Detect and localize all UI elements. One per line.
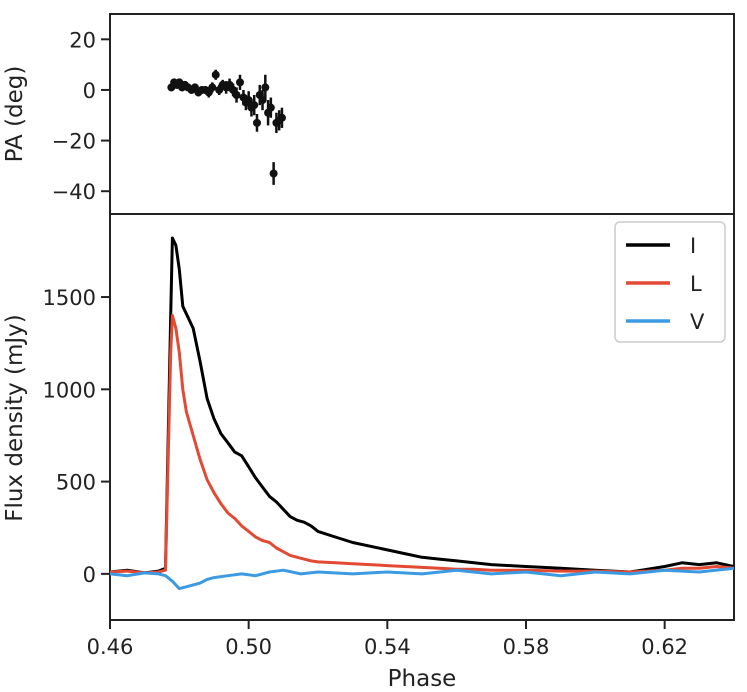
x-tick-label: 0.58	[503, 635, 550, 659]
flux-lines	[110, 236, 734, 591]
flux-y-tick-label: 1000	[43, 378, 96, 402]
flux-x-ticks: 0.46 0.50 0.54 0.58 0.62	[87, 620, 688, 659]
legend-label-l: L	[690, 272, 702, 296]
pa-point	[232, 91, 241, 100]
pa-point	[208, 83, 217, 92]
pa-point	[250, 101, 259, 110]
pa-point	[236, 78, 244, 87]
pa-point	[277, 113, 286, 122]
pa-point	[269, 169, 278, 178]
x-tick-label: 0.54	[364, 635, 411, 659]
series-line-i	[110, 236, 734, 575]
pa-panel-frame	[109, 13, 735, 215]
pa-y-ticks: 20 0 −20 −40	[52, 28, 110, 204]
flux-y-ticks: 0 500 1000 1500	[43, 286, 110, 587]
pa-point	[252, 118, 261, 127]
pa-y-tick-label: −40	[52, 180, 96, 204]
x-tick-label: 0.62	[641, 635, 688, 659]
pa-point	[211, 70, 220, 79]
x-tick-label: 0.46	[87, 635, 134, 659]
flux-y-axis-title: Flux density (mJy)	[2, 314, 28, 522]
series-line-v	[110, 566, 734, 591]
pa-y-tick-label: −20	[52, 130, 96, 154]
flux-y-tick-label: 0	[83, 563, 96, 587]
flux-y-tick-label: 1500	[43, 286, 96, 310]
pa-y-tick-label: 0	[83, 79, 96, 103]
x-tick-label: 0.50	[225, 635, 272, 659]
flux-panel-frame	[109, 213, 735, 621]
legend: ILV	[614, 221, 726, 343]
pa-panel: 20 0 −20 −40 PA (deg)	[2, 13, 735, 215]
x-axis-title: Phase	[388, 666, 457, 692]
flux-y-tick-label: 500	[56, 471, 96, 495]
pa-y-tick-label: 20	[69, 28, 96, 52]
pa-points	[167, 69, 286, 185]
series-line-l	[110, 314, 734, 575]
legend-items: ILV	[626, 234, 705, 334]
pa-y-axis-title: PA (deg)	[2, 66, 28, 163]
legend-label-v: V	[690, 310, 705, 334]
pa-point	[266, 103, 275, 112]
flux-panel: 0 500 1000 1500 0.46 0.50 0.54 0.58 0.62 Flux d…	[2, 213, 735, 692]
legend-label-i: I	[690, 234, 696, 258]
pa-point	[261, 83, 270, 92]
